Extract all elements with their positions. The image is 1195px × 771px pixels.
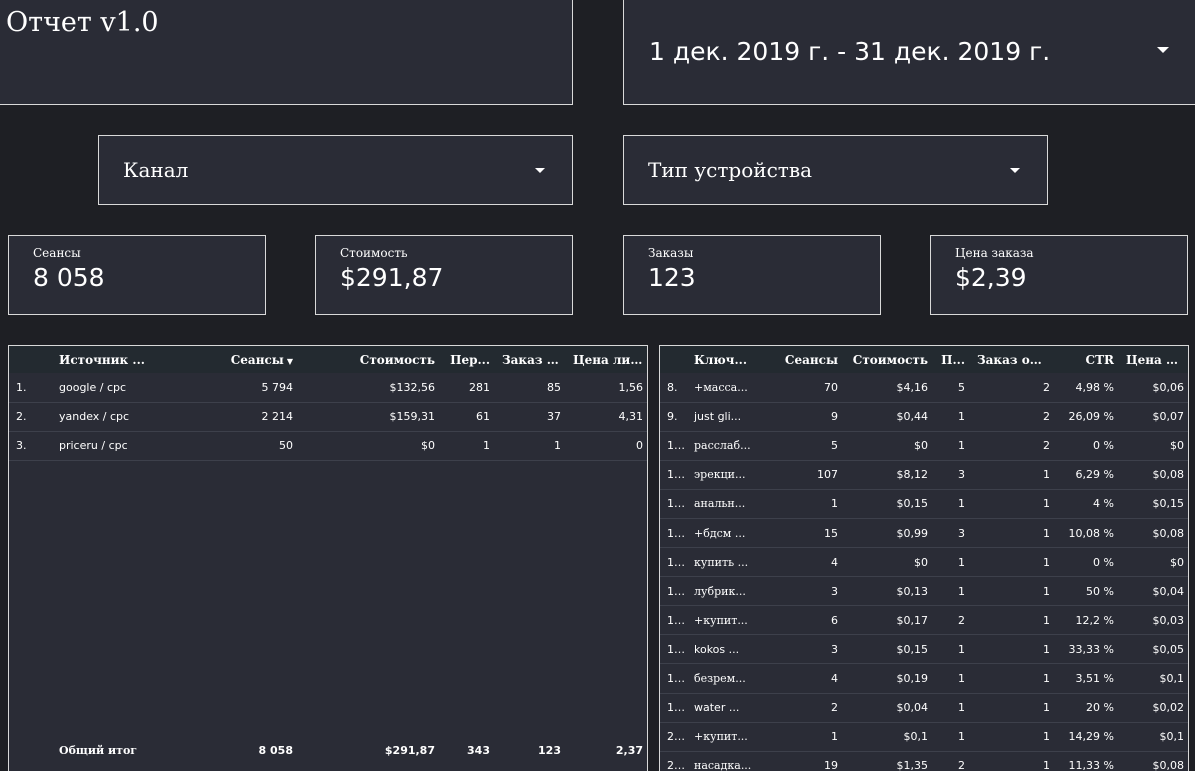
channel-filter-label: Канал [123,158,189,182]
chevron-down-icon [1010,168,1020,173]
table-row: 1... купить ... 4 $0 1 1 0 % $0 [660,547,1188,578]
kpi-value: $291,87 [340,263,444,292]
table-total-row: Общий итог 8 058 $291,87 343 123 2,37 [9,732,647,768]
kpi-label: Заказы [648,246,694,260]
report-title: Отчет v1.0 [6,7,159,38]
device-type-filter[interactable]: Тип устройства [623,135,1048,205]
column-header-transitions[interactable]: П... [941,352,965,367]
table-row: 3. priceru / cpc 50 $0 1 1 0 [9,431,647,461]
column-header-label: Сеансы [230,352,284,367]
report-title-panel: Отчет v1.0 [0,0,573,105]
kpi-label: Сеансы [33,246,81,260]
column-header-cost[interactable]: Стоимость [852,352,928,367]
table-row: 1... безрем... 4 $0,19 1 1 3,51 % $0,1 [660,663,1188,694]
column-header-sessions[interactable]: Сеансы [784,352,838,367]
kpi-cost: Стоимость $291,87 [315,235,573,315]
column-header-source[interactable]: Источник ... [59,352,145,367]
table-row: 1... water ... 2 $0,04 1 1 20 % $0,02 [660,693,1188,723]
kpi-order-price: Цена заказа $2,39 [930,235,1188,315]
column-header-lead-price[interactable]: Цена лида [573,352,647,367]
column-header-orders[interactable]: Заказ оф... [977,352,1054,367]
keyword-table: Ключ... Сеансы Стоимость П... Заказ оф..… [659,345,1189,771]
table-header-row: Ключ... Сеансы Стоимость П... Заказ оф..… [660,346,1188,373]
table-row: 2... насадка... 19 $1,35 2 1 11,33 % $0,08 [660,751,1188,771]
table-row: 8. +масса... 70 $4,16 5 2 4,98 % $0,06 [660,373,1188,403]
date-range-picker[interactable]: 1 дек. 2019 г. - 31 дек. 2019 г. [623,0,1195,105]
column-header-orders[interactable]: Заказ о... [502,352,567,367]
table-row: 1... kokos ... 3 $0,15 1 1 33,33 % $0,05 [660,634,1188,665]
chevron-down-icon [1157,47,1169,53]
kpi-label: Стоимость [340,246,408,260]
device-type-filter-label: Тип устройства [648,158,813,182]
table-row: 2. yandex / cpc 2 214 $159,31 61 37 4,31 [9,402,647,432]
table-row: 9. just gli... 9 $0,44 1 2 26,09 % $0,07 [660,402,1188,432]
kpi-value: 123 [648,263,696,292]
column-header-cost[interactable]: Стоимость [359,352,435,367]
column-header-sessions[interactable]: Сеансы ▼ [173,346,299,373]
chevron-down-icon [535,168,545,173]
sort-desc-icon: ▼ [286,355,293,366]
column-header-keyword[interactable]: Ключ... [694,352,747,367]
channel-filter[interactable]: Канал [98,135,573,205]
kpi-value: $2,39 [955,263,1027,292]
table-row: 1... эрекци... 107 $8,12 3 1 6,29 % $0,08 [660,460,1188,490]
kpi-value: 8 058 [33,263,105,292]
table-row: 2... +купит... 1 $0,1 1 1 14,29 % $0,1 [660,722,1188,752]
kpi-label: Цена заказа [955,246,1034,260]
table-row: 1... +купит... 6 $0,17 2 1 12,2 % $0,03 [660,605,1188,636]
table-row: 1... лубрик... 3 $0,13 1 1 50 % $0,04 [660,576,1188,607]
table-row: 1... расслаб... 5 $0 1 2 0 % $0 [660,431,1188,461]
column-header-transitions[interactable]: Пер... [450,352,490,367]
kpi-orders: Заказы 123 [623,235,881,315]
kpi-sessions: Сеансы 8 058 [8,235,266,315]
source-table: Источник ... Сеансы ▼ Стоимость Пер... За… [8,345,648,771]
table-header-row: Источник ... Сеансы ▼ Стоимость Пер... За… [9,346,647,373]
column-header-ctr[interactable]: CTR [1085,352,1114,367]
table-row: 1... +бдсм ... 15 $0,99 3 1 10,08 % $0,08 [660,518,1188,549]
column-header-order-price[interactable]: Цена з... [1126,352,1187,367]
table-row: 1. google / cpc 5 794 $132,56 281 85 1,5… [9,373,647,403]
total-label: Общий итог [59,743,138,757]
table-row: 1... анальн... 1 $0,15 1 1 4 % $0,15 [660,489,1188,519]
date-range-value: 1 дек. 2019 г. - 31 дек. 2019 г. [649,37,1051,66]
